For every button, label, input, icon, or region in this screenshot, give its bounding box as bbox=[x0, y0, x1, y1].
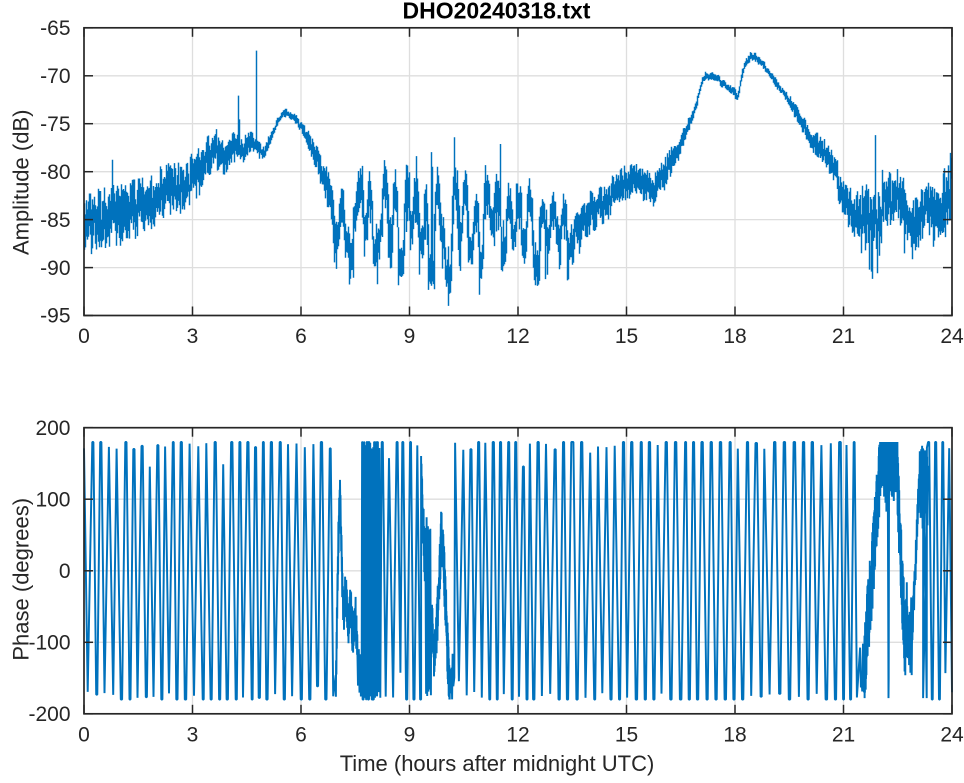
svg-text:6: 6 bbox=[295, 724, 307, 747]
svg-text:3: 3 bbox=[187, 325, 199, 348]
svg-text:0: 0 bbox=[78, 724, 90, 747]
svg-text:-200: -200 bbox=[28, 703, 70, 726]
svg-text:200: 200 bbox=[35, 417, 70, 440]
svg-text:-70: -70 bbox=[40, 65, 70, 88]
svg-text:-85: -85 bbox=[40, 209, 70, 232]
svg-text:15: 15 bbox=[615, 325, 638, 348]
svg-text:9: 9 bbox=[404, 724, 416, 747]
svg-text:18: 18 bbox=[723, 724, 746, 747]
svg-text:-95: -95 bbox=[40, 305, 70, 328]
svg-text:-65: -65 bbox=[40, 17, 70, 40]
svg-text:9: 9 bbox=[404, 325, 416, 348]
svg-text:12: 12 bbox=[506, 325, 529, 348]
svg-text:21: 21 bbox=[832, 724, 855, 747]
svg-text:15: 15 bbox=[615, 724, 638, 747]
svg-text:18: 18 bbox=[723, 325, 746, 348]
svg-text:0: 0 bbox=[78, 325, 90, 348]
svg-text:12: 12 bbox=[506, 724, 529, 747]
svg-text:24: 24 bbox=[940, 724, 964, 747]
svg-text:100: 100 bbox=[35, 488, 70, 511]
svg-text:24: 24 bbox=[940, 325, 964, 348]
svg-text:Phase (degrees): Phase (degrees) bbox=[9, 498, 34, 661]
svg-text:-100: -100 bbox=[28, 632, 70, 655]
svg-text:21: 21 bbox=[832, 325, 855, 348]
svg-text:6: 6 bbox=[295, 325, 307, 348]
svg-text:0: 0 bbox=[59, 560, 71, 583]
svg-text:Time (hours after midnight UTC: Time (hours after midnight UTC) bbox=[340, 751, 655, 776]
svg-text:DHO20240318.txt: DHO20240318.txt bbox=[403, 0, 591, 24]
svg-text:-90: -90 bbox=[40, 257, 70, 280]
svg-text:-75: -75 bbox=[40, 113, 70, 136]
svg-text:3: 3 bbox=[187, 724, 199, 747]
svg-text:-80: -80 bbox=[40, 161, 70, 184]
svg-text:Amplitude (dB): Amplitude (dB) bbox=[9, 110, 34, 256]
